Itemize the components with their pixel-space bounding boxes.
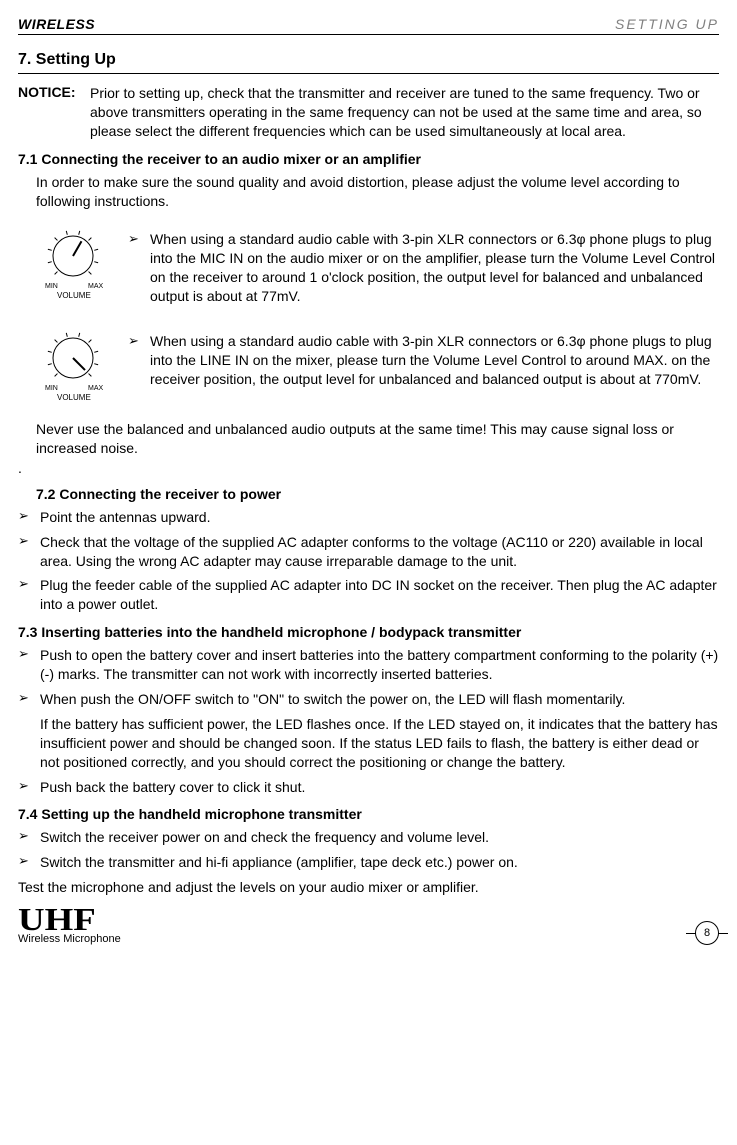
top-left: WIRELESS	[18, 16, 95, 32]
dial-graphic-1: MIN MAX VOLUME	[18, 224, 128, 312]
sub-7-1: 7.1 Connecting the receiver to an audio …	[18, 151, 719, 167]
uhf-logo: UHF	[18, 907, 96, 933]
b73-1: Push to open the battery cover and inser…	[40, 646, 719, 684]
sub-7-3: 7.3 Inserting batteries into the handhel…	[18, 624, 719, 640]
bullet-icon: ➢	[18, 778, 40, 797]
bullet-icon: ➢	[18, 576, 40, 614]
dial-min-2: MIN	[45, 385, 58, 392]
b73-3: Push back the battery cover to click it …	[40, 778, 305, 797]
b72-3: Plug the feeder cable of the supplied AC…	[40, 576, 719, 614]
dial-graphic-2: MIN MAX VOLUME	[18, 326, 128, 406]
top-bar: WIRELESS SETTING UP	[18, 16, 719, 35]
intro-7-1: In order to make sure the sound quality …	[36, 173, 719, 211]
bullet-icon: ➢	[18, 853, 40, 872]
b74-1: Switch the receiver power on and check t…	[40, 828, 489, 847]
dial-max-1: MAX	[88, 283, 104, 290]
dial-block-2: MIN MAX VOLUME ➢ When using a standard a…	[18, 326, 719, 406]
bullet-icon: ➢	[18, 533, 40, 571]
notice-text: Prior to setting up, check that the tran…	[90, 84, 719, 141]
notice-label: NOTICE:	[18, 84, 90, 141]
bullet-icon: ➢	[128, 332, 150, 389]
dial-label-2: VOLUME	[57, 393, 91, 402]
after-7-4: Test the microphone and adjust the level…	[18, 878, 719, 897]
bullet-icon: ➢	[18, 690, 40, 709]
dial-min-1: MIN	[45, 283, 58, 290]
stray-dot: .	[18, 460, 719, 476]
volume-dial-icon: MIN MAX VOLUME	[33, 326, 113, 406]
page: WIRELESS SETTING UP 7. Setting Up NOTICE…	[0, 0, 737, 907]
b72-2: Check that the voltage of the supplied A…	[40, 533, 719, 571]
bullet-icon: ➢	[18, 828, 40, 847]
dial-label-1: VOLUME	[57, 291, 91, 300]
dial-text-1: ➢ When using a standard audio cable with…	[128, 224, 719, 312]
bullet-icon: ➢	[18, 508, 40, 527]
note-7-1: Never use the balanced and unbalanced au…	[36, 420, 719, 458]
dial-max-2: MAX	[88, 385, 104, 392]
dial-text-2: ➢ When using a standard audio cable with…	[128, 326, 719, 406]
page-number: 8	[695, 921, 719, 945]
volume-dial-icon: MIN MAX VOLUME	[33, 224, 113, 304]
section-title: 7. Setting Up	[18, 51, 719, 74]
sub-7-2: 7.2 Connecting the receiver to power	[36, 486, 719, 502]
bullet-icon: ➢	[18, 646, 40, 684]
sub-7-4: 7.4 Setting up the handheld microphone t…	[18, 806, 719, 822]
b73-2: When push the ON/OFF switch to "ON" to s…	[40, 690, 625, 709]
bullet-icon: ➢	[128, 230, 150, 306]
b72-1: Point the antennas upward.	[40, 508, 210, 527]
footer: UHF Wireless Microphone 8	[0, 907, 737, 953]
b73-2-sub: If the battery has sufficient power, the…	[40, 715, 719, 772]
notice-row: NOTICE: Prior to setting up, check that …	[18, 84, 719, 141]
top-right: SETTING UP	[615, 16, 719, 32]
dial1-text: When using a standard audio cable with 3…	[150, 230, 719, 306]
b74-2: Switch the transmitter and hi-fi applian…	[40, 853, 518, 872]
dial-block-1: MIN MAX VOLUME ➢ When using a standard a…	[18, 224, 719, 312]
dial2-text: When using a standard audio cable with 3…	[150, 332, 719, 389]
footer-left: UHF Wireless Microphone	[18, 907, 121, 945]
